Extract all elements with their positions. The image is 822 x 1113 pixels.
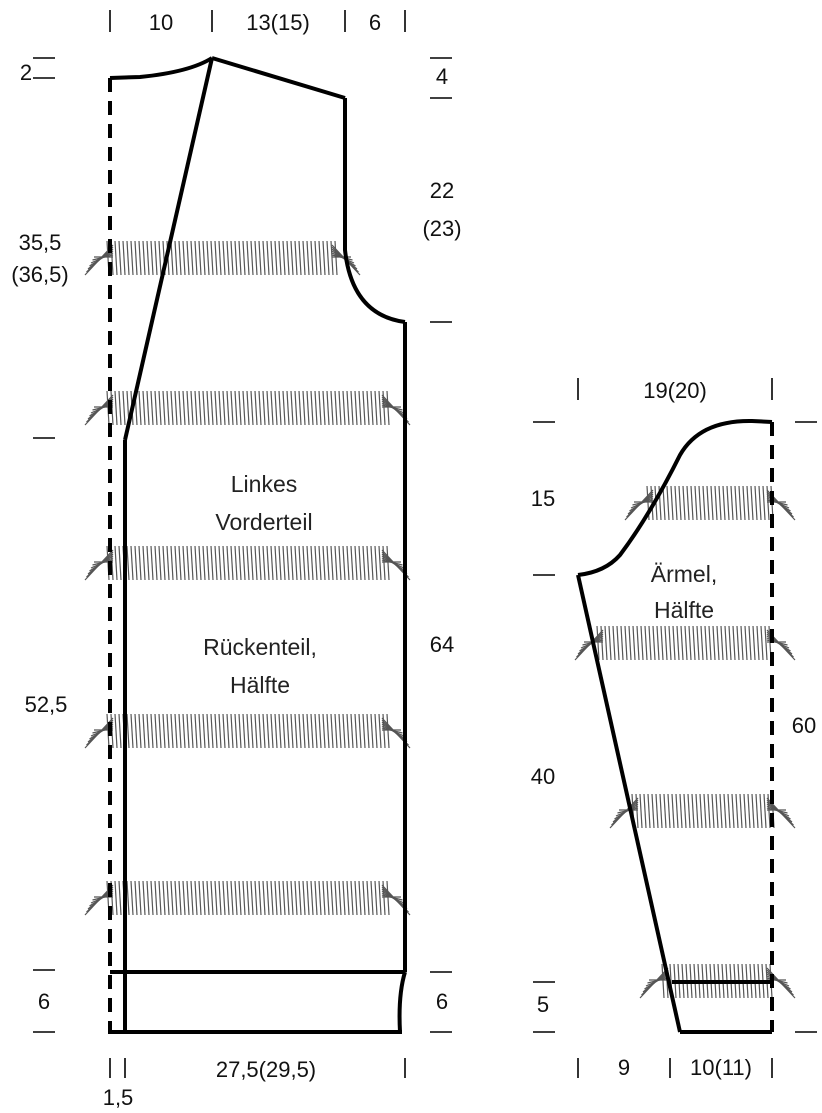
fringe-row-chest [84, 390, 411, 426]
armhole-curve [343, 98, 406, 324]
front-neck-slope [123, 57, 214, 441]
front-label-line2: Vorderteil [215, 509, 312, 535]
sleeve-dim-bottom-width: 10(11) [690, 1055, 752, 1080]
right-dimension-ticks [430, 57, 452, 1033]
dim-armhole-height: 35,5 [19, 230, 62, 255]
back-neck-curve [109, 56, 214, 80]
sleeve-dim-top-width: 19(20) [643, 378, 707, 403]
sleeve-label-line1: Ärmel, [651, 561, 717, 587]
dim-hem-left: 6 [38, 989, 50, 1014]
dim-armhole-height-alt: (36,5) [11, 262, 68, 287]
sleeve-outline [576, 418, 774, 1034]
shoulder-line [211, 56, 346, 100]
dim-shoulder-slope: 4 [436, 64, 448, 89]
body-outline [108, 56, 407, 1034]
bottom-dimension-ticks [109, 1058, 406, 1078]
sleeve-dim-cap-height: 15 [531, 486, 555, 511]
fringe-row-armhole [84, 240, 361, 276]
front-label-line1: Linkes [231, 471, 297, 497]
sleeve-fringe-row-3 [609, 793, 796, 829]
fringe-row-waist [84, 545, 411, 581]
sleeve-dim-bottom-left: 9 [618, 1055, 630, 1080]
left-dimension-ticks [33, 57, 55, 1033]
dim-top-1: 10 [149, 10, 173, 35]
back-label-line1: Rückenteil, [203, 634, 317, 660]
sleeve-label-line2: Hälfte [654, 597, 714, 623]
dim-top-3: 6 [369, 10, 381, 35]
dim-bottom-width: 27,5(29,5) [216, 1057, 316, 1082]
top-dimension-ticks [109, 10, 406, 32]
sleeve-dimension-ticks [533, 378, 817, 1078]
sleeve-dim-total: 60 [792, 713, 816, 738]
dim-armhole-alt: (23) [422, 216, 461, 241]
dim-bottom-offset: 1,5 [103, 1085, 134, 1110]
sleeve-dim-cuff: 5 [537, 992, 549, 1017]
dim-total-length: 64 [430, 632, 454, 657]
sleeve-dim-length: 40 [531, 764, 555, 789]
fringe-row-hip [84, 713, 411, 749]
sleeve-underarm-seam [576, 574, 682, 1033]
dim-top-2: 13(15) [246, 10, 310, 35]
dim-hem-right: 6 [436, 989, 448, 1014]
back-label-line2: Hälfte [230, 672, 290, 698]
sleeve-fringe-row-1 [624, 485, 796, 521]
fringe-row-lower [84, 880, 411, 916]
hem-side [397, 971, 407, 1033]
dim-body-length: 52,5 [25, 692, 68, 717]
dim-armhole: 22 [430, 178, 454, 203]
sleeve-cap-curve [577, 418, 773, 577]
dim-shoulder-drop: 2 [20, 60, 32, 85]
sleeve-fringe-row-2 [574, 625, 796, 661]
